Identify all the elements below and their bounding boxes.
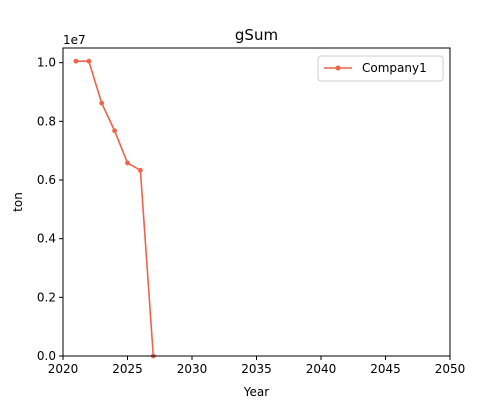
x-tick-label: 2050 [435, 362, 466, 376]
legend-box [317, 55, 444, 82]
y-tick-label: 0.2 [37, 290, 56, 304]
x-axis-ticks: 2020 2025 2030 2035 2040 2045 2050 [48, 356, 466, 376]
x-tick-label: 2030 [177, 362, 208, 376]
x-tick-label: 2040 [306, 362, 337, 376]
series-layer [73, 58, 156, 359]
plot-frame [62, 47, 451, 357]
y-tick-label: 0.6 [37, 173, 56, 187]
data-point [86, 58, 92, 64]
y-axis-label: ton [11, 192, 25, 212]
plot-area [63, 48, 450, 356]
data-point [73, 58, 79, 64]
legend-entry-company1: Company1 [362, 61, 427, 75]
y-tick-label: 0.4 [37, 232, 56, 246]
data-point [112, 128, 117, 134]
x-tick-label: 2035 [241, 362, 272, 376]
y-axis-offset-label: 1e7 [63, 33, 86, 47]
y-tick-label: 0.8 [37, 114, 56, 128]
x-tick-label: 2020 [48, 362, 79, 376]
chart-title: gSum [235, 26, 278, 44]
data-point [99, 100, 105, 106]
legend-marker [335, 65, 341, 71]
data-point [125, 160, 130, 166]
data-point [138, 167, 143, 173]
y-axis-ticks: 0.0 0.2 0.4 0.6 0.8 1.0 [37, 56, 63, 363]
y-tick-label: 0.0 [37, 349, 56, 363]
legend: Company1 [317, 55, 444, 82]
y-tick-label: 1.0 [37, 56, 56, 70]
x-tick-label: 2045 [370, 362, 401, 376]
x-axis-label: Year [243, 385, 269, 399]
x-tick-label: 2025 [112, 362, 143, 376]
